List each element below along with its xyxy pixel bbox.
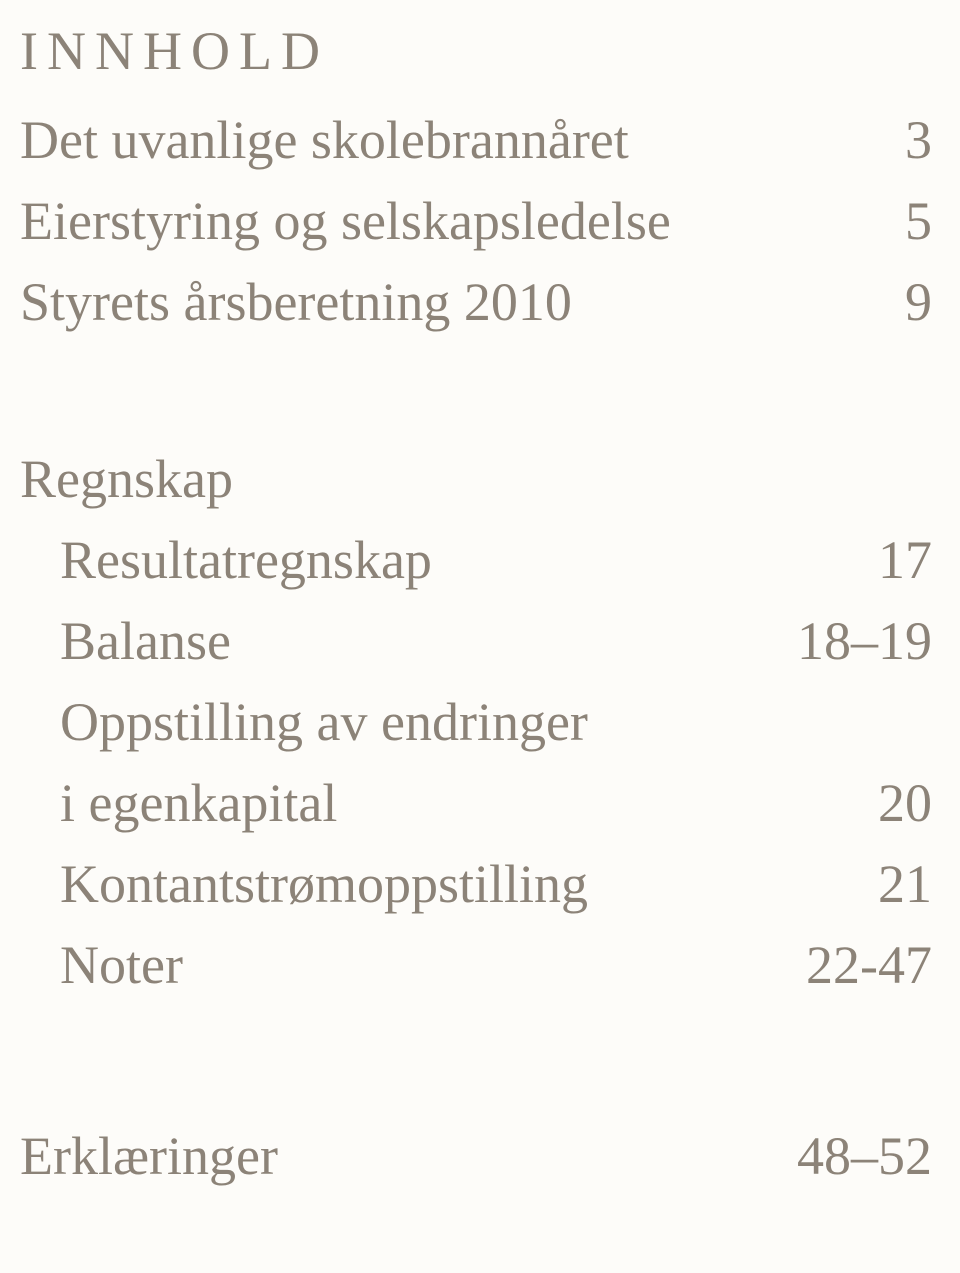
toc-label: Kontantstrømoppstilling [60, 844, 588, 925]
toc-label: Eierstyring og selskapsledelse [20, 181, 671, 262]
toc-page-number: 17 [792, 520, 932, 601]
toc-row: Balanse 18–19 [20, 601, 932, 682]
toc-page-number: 48–52 [792, 1116, 932, 1197]
toc-page-number: 3 [792, 100, 932, 181]
toc-label-line2: i egenkapital [60, 763, 337, 844]
toc-label: Noter [60, 925, 183, 1006]
toc-subheading-row: Regnskap [20, 439, 932, 520]
toc-row-multiline: Oppstilling av endringer i egenkapital 2… [20, 682, 932, 844]
toc-label: Erklæringer [20, 1116, 278, 1197]
spacer [20, 1006, 932, 1116]
toc-page-number: 21 [792, 844, 932, 925]
toc-label: Balanse [60, 601, 231, 682]
toc-row: Kontantstrømoppstilling 21 [20, 844, 932, 925]
toc-row: Noter 22-47 [20, 925, 932, 1006]
toc-label: Det uvanlige skolebrannåret [20, 100, 629, 181]
toc-group-main: Det uvanlige skolebrannåret 3 Eierstyrin… [20, 100, 932, 343]
toc-page-number: 5 [792, 181, 932, 262]
toc-subheading: Regnskap [20, 439, 233, 520]
toc-row: Eierstyring og selskapsledelse 5 [20, 181, 932, 262]
toc-row: Styrets årsberetning 2010 9 [20, 262, 932, 343]
toc-page-number: 22-47 [792, 925, 932, 1006]
toc-title: INNHOLD [20, 20, 932, 82]
toc-row: Det uvanlige skolebrannåret 3 [20, 100, 932, 181]
toc-row: Erklæringer 48–52 [20, 1116, 932, 1197]
toc-group-erklaeringer: Erklæringer 48–52 [20, 1116, 932, 1197]
spacer [20, 343, 932, 439]
toc-group-regnskap: Regnskap Resultatregnskap 17 Balanse 18–… [20, 439, 932, 1006]
toc-label-line2-row: i egenkapital 20 [60, 763, 932, 844]
toc-label: Styrets årsberetning 2010 [20, 262, 572, 343]
toc-page-number: 9 [792, 262, 932, 343]
toc-page-number: 18–19 [792, 601, 932, 682]
toc-label: Resultatregnskap [60, 520, 432, 601]
toc-page-number: 20 [792, 763, 932, 844]
toc-row: Resultatregnskap 17 [20, 520, 932, 601]
toc-label-line1: Oppstilling av endringer [60, 682, 932, 763]
toc-page: INNHOLD Det uvanlige skolebrannåret 3 Ei… [0, 0, 960, 1197]
